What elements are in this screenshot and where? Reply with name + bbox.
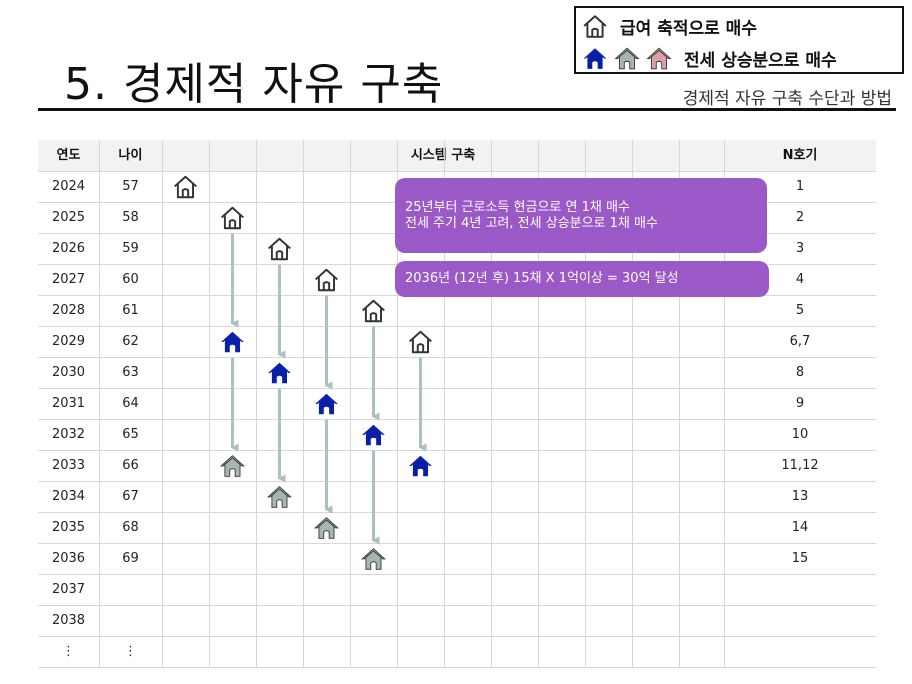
column-divider xyxy=(538,140,539,667)
cell-age: 58 xyxy=(122,210,139,225)
column-divider xyxy=(209,140,210,667)
legend-item-jeonse: 전세 상승분으로 매수 xyxy=(582,44,837,72)
cell-age: 65 xyxy=(122,427,139,442)
column-divider xyxy=(303,140,304,667)
column-divider xyxy=(632,140,633,667)
cell-year: 2028 xyxy=(51,303,86,318)
cell-age: 62 xyxy=(122,334,139,349)
callout-goal-text: 2036년 (12년 후) 15채 X 1억이상 = 30억 달성 xyxy=(405,271,679,286)
cell-count: 15 xyxy=(791,551,809,566)
house-gray-icon xyxy=(614,47,640,70)
cell-count: 5 xyxy=(795,303,805,318)
cell-count: 11,12 xyxy=(781,458,819,473)
column-divider xyxy=(397,140,398,667)
column-divider xyxy=(679,140,680,667)
row-divider xyxy=(38,574,876,575)
legend-label-salary: 급여 축적으로 매수 xyxy=(620,18,757,39)
row-divider xyxy=(38,636,876,637)
cell-count: 8 xyxy=(795,365,805,380)
row-divider xyxy=(38,388,876,389)
table-header-row xyxy=(38,140,876,171)
cell-year: 2038 xyxy=(51,613,86,628)
cell-age xyxy=(99,605,162,636)
plan-table: 연도 나이 시스템 구축 N호기 2024 57 1 2025 58 2 2026 59 3 20… xyxy=(38,140,876,668)
legend-label-jeonse: 전세 상승분으로 매수 xyxy=(684,50,837,71)
page-subtitle: 경제적 자유 구축 수단과 방법 xyxy=(682,89,892,109)
cell-age: 61 xyxy=(122,303,139,318)
cell-year: 2026 xyxy=(51,241,86,256)
column-divider xyxy=(444,140,445,667)
cell-year: 2027 xyxy=(51,272,86,287)
cell-age: 60 xyxy=(122,272,139,287)
cell-count: 9 xyxy=(795,396,805,411)
cell-count: 14 xyxy=(791,520,809,535)
column-divider xyxy=(585,140,586,667)
title-underline xyxy=(38,108,896,111)
cell-count xyxy=(724,636,876,667)
cell-year: 2024 xyxy=(51,179,86,194)
cell-year: 2025 xyxy=(51,210,86,225)
cell-year: 2030 xyxy=(51,365,86,380)
row-divider xyxy=(38,512,876,513)
column-divider xyxy=(491,140,492,667)
cell-count xyxy=(724,574,876,605)
cell-year: 2034 xyxy=(51,489,86,504)
cell-year: 2035 xyxy=(51,520,86,535)
header-system: 시스템 구축 xyxy=(410,148,476,163)
cell-count: 6,7 xyxy=(789,334,811,349)
legend-item-salary: 급여 축적으로 매수 xyxy=(582,12,757,40)
column-divider xyxy=(724,140,725,667)
callout-plan-line2: 전세 주기 4년 고려, 전세 상승분으로 1채 매수 xyxy=(405,215,658,231)
legend-box: 급여 축적으로 매수 전세 상승분으로 매수 xyxy=(574,6,904,74)
house-pink-icon xyxy=(646,47,672,70)
row-divider xyxy=(38,171,876,172)
column-divider xyxy=(162,140,163,667)
cell-age: 68 xyxy=(122,520,139,535)
row-divider xyxy=(38,326,876,327)
cell-count: 4 xyxy=(795,272,805,287)
cell-age: 64 xyxy=(122,396,139,411)
cell-year: 2033 xyxy=(51,458,86,473)
row-divider xyxy=(38,450,876,451)
cell-count: 3 xyxy=(795,241,805,256)
house-blue-icon xyxy=(583,48,607,69)
cell-age: 59 xyxy=(122,241,139,256)
column-divider xyxy=(256,140,257,667)
header-age: 나이 xyxy=(118,148,143,163)
cell-age: ⋮ xyxy=(124,644,137,659)
cell-age xyxy=(99,574,162,605)
column-divider xyxy=(99,140,100,667)
cell-count xyxy=(724,605,876,636)
callout-goal: 2036년 (12년 후) 15채 X 1억이상 = 30억 달성 xyxy=(395,261,769,297)
row-divider xyxy=(38,605,876,606)
cell-count: 1 xyxy=(795,179,805,194)
page-title: 5. 경제적 자유 구축 xyxy=(64,59,444,110)
cell-year: 2037 xyxy=(51,582,86,597)
cell-age: 66 xyxy=(122,458,139,473)
cell-year: ⋮ xyxy=(62,644,75,659)
cell-count: 2 xyxy=(795,210,805,225)
cell-count: 13 xyxy=(791,489,809,504)
row-divider xyxy=(38,357,876,358)
cell-year: 2031 xyxy=(51,396,86,411)
cell-age: 67 xyxy=(122,489,139,504)
row-divider xyxy=(38,419,876,420)
cell-year: 2032 xyxy=(51,427,86,442)
callout-plan: 25년부터 근로소득 현금으로 연 1채 매수 전세 주기 4년 고려, 전세 … xyxy=(395,178,767,253)
column-divider xyxy=(350,140,351,667)
header-count: N호기 xyxy=(782,148,818,163)
house-outline-icon xyxy=(583,15,607,38)
cell-year: 2036 xyxy=(51,551,86,566)
callout-plan-line1: 25년부터 근로소득 현금으로 연 1채 매수 xyxy=(405,199,630,215)
cell-age: 57 xyxy=(122,179,139,194)
row-divider xyxy=(38,481,876,482)
cell-age: 63 xyxy=(122,365,139,380)
cell-age: 69 xyxy=(122,551,139,566)
row-divider xyxy=(38,543,876,544)
cell-count: 10 xyxy=(791,427,809,442)
header-year: 연도 xyxy=(56,148,81,163)
cell-year: 2029 xyxy=(51,334,86,349)
row-divider xyxy=(38,667,876,668)
